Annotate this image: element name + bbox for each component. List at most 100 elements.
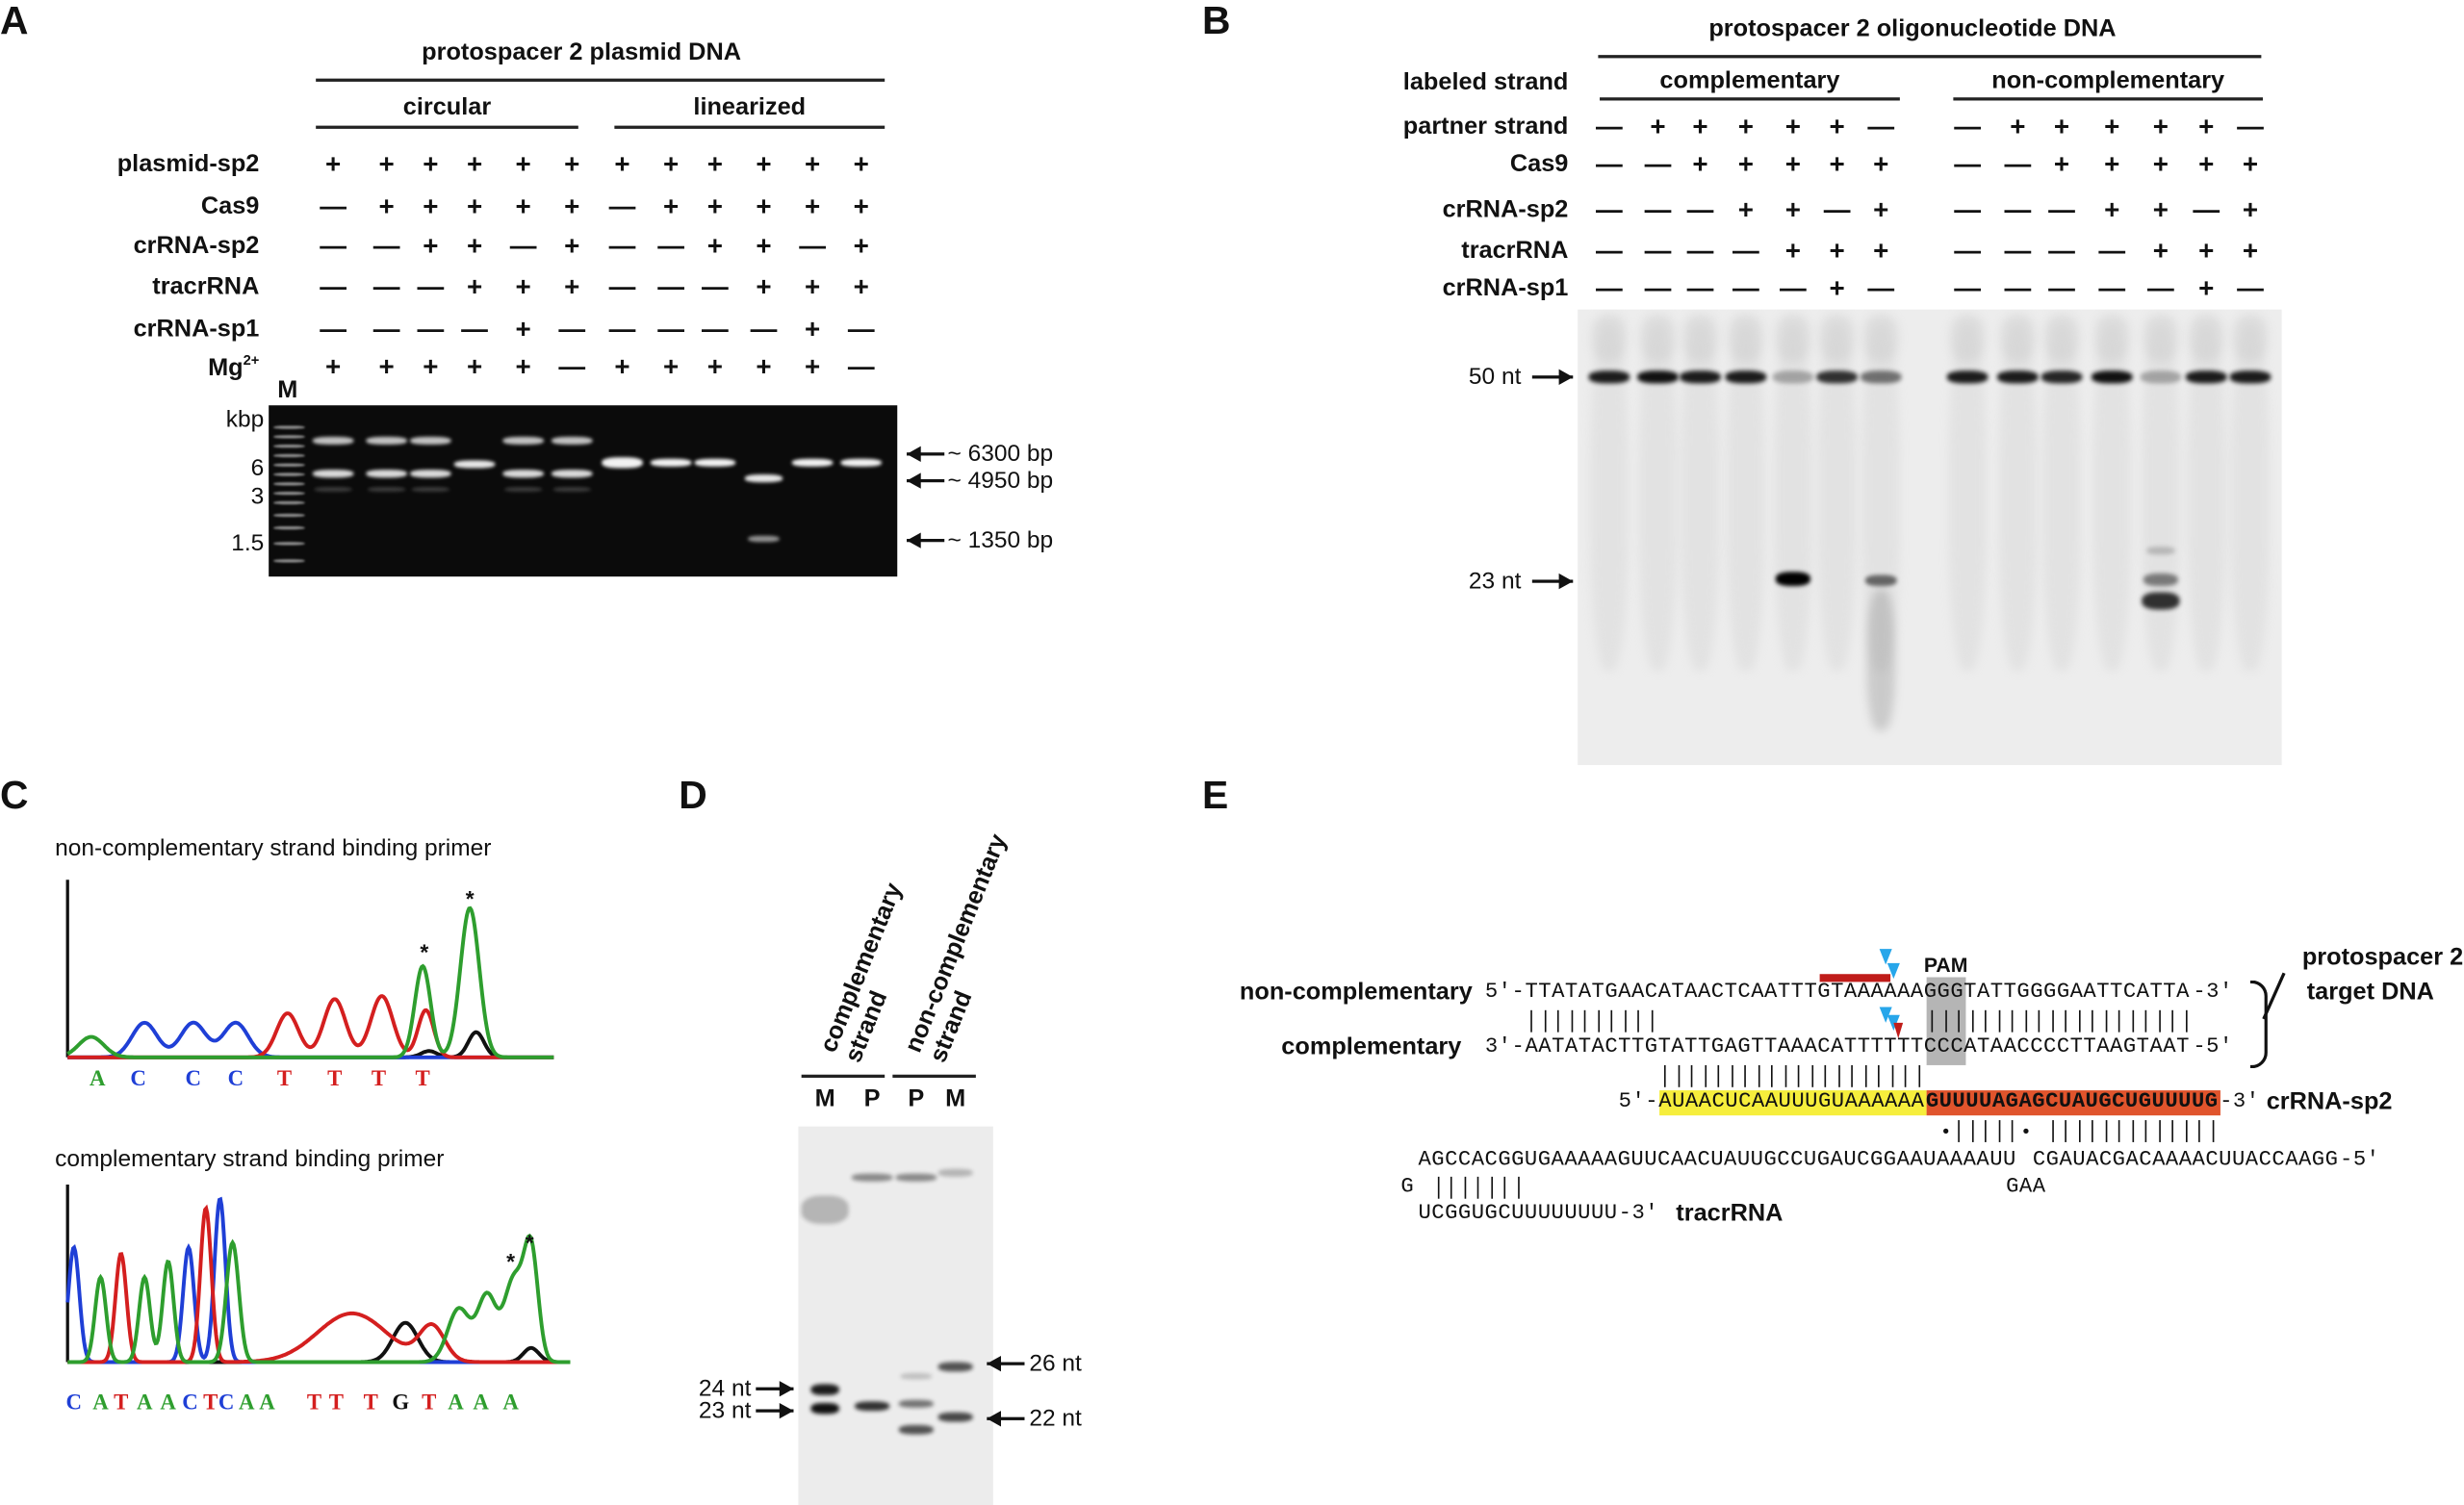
band-arrow bbox=[907, 446, 945, 462]
condition-mark: — bbox=[320, 314, 346, 344]
base-call: T bbox=[203, 1391, 218, 1416]
base-pair-bar bbox=[1637, 1009, 1640, 1033]
condition-mark: — bbox=[372, 230, 400, 262]
condition-mark: + bbox=[564, 271, 580, 302]
well-smear bbox=[1640, 314, 1676, 362]
condition-mark: + bbox=[853, 191, 869, 222]
condition-mark: + bbox=[756, 351, 772, 382]
base-pair-bar bbox=[2171, 1120, 2174, 1142]
base-pair-bar bbox=[1985, 1009, 1988, 1033]
condition-mark: + bbox=[2152, 194, 2169, 225]
base-call: G bbox=[392, 1391, 410, 1416]
condition-mark: + bbox=[466, 271, 483, 302]
condition-mark: + bbox=[466, 149, 483, 180]
band-arrow-shaft bbox=[907, 539, 945, 542]
ladder-band bbox=[273, 444, 305, 448]
condition-mark: + bbox=[2053, 149, 2070, 180]
panel-b-letter: B bbox=[1201, 0, 1231, 43]
base-pair-bar bbox=[1971, 1009, 1974, 1033]
panel-b-row-label: tracrRNA bbox=[1461, 237, 1569, 265]
base-pair-bar bbox=[1810, 1064, 1813, 1087]
row-label-text: crRNA-sp2 bbox=[133, 232, 260, 260]
condition-mark: — bbox=[657, 314, 685, 344]
condition-mark: — bbox=[657, 271, 685, 302]
base-pair-bar bbox=[1958, 1120, 1961, 1142]
well-smear bbox=[1819, 314, 1855, 362]
condition-mark: — bbox=[2237, 273, 2264, 304]
condition-mark: — bbox=[701, 271, 729, 302]
condition-mark: + bbox=[1873, 194, 1889, 225]
condition-mark: + bbox=[2198, 273, 2215, 304]
base-pair-bar bbox=[1597, 1009, 1600, 1033]
base-call: A bbox=[136, 1391, 153, 1416]
ladder-band bbox=[273, 435, 305, 439]
condition-mark: + bbox=[2152, 235, 2169, 266]
condition-mark: + bbox=[564, 149, 580, 180]
base-pair-bar bbox=[2158, 1009, 2161, 1033]
condition-mark: + bbox=[423, 191, 439, 222]
panel-c-letter: C bbox=[0, 774, 29, 818]
condition-mark: — bbox=[320, 191, 346, 222]
size-tick-label: 6 bbox=[250, 454, 265, 482]
non-complementary-sequence: -3′ bbox=[2193, 981, 2233, 1006]
condition-mark: — bbox=[1595, 273, 1623, 304]
condition-mark: + bbox=[1873, 149, 1889, 180]
supercoiled-band bbox=[366, 469, 407, 477]
condition-mark: — bbox=[608, 271, 636, 302]
condition-mark: — bbox=[1644, 235, 1672, 266]
base-call: A bbox=[92, 1391, 109, 1416]
panel-a-group-label: linearized bbox=[693, 93, 807, 121]
base-call: T bbox=[276, 1068, 293, 1092]
base-call: T bbox=[371, 1068, 387, 1092]
gel-band bbox=[937, 1412, 973, 1422]
faint-band bbox=[504, 486, 543, 492]
trace-C bbox=[67, 1020, 554, 1059]
band-50nt bbox=[1725, 370, 1767, 384]
tracrRNA-loop: GAA bbox=[2006, 1176, 2046, 1200]
band-size-label: ~ 4950 bp bbox=[947, 467, 1054, 495]
cleaved-band-4950 bbox=[744, 473, 783, 482]
condition-mark: + bbox=[614, 149, 630, 180]
base-call: C bbox=[65, 1391, 82, 1416]
base-pair-bar bbox=[1998, 1009, 2001, 1033]
size-arrow bbox=[756, 1381, 794, 1397]
spacer-highlight bbox=[1658, 1090, 1926, 1116]
band-50nt bbox=[1772, 370, 1814, 384]
condition-mark: — bbox=[461, 314, 488, 344]
condition-mark: — bbox=[1954, 149, 1981, 180]
condition-mark: — bbox=[2193, 194, 2220, 225]
base-call: A bbox=[473, 1391, 489, 1416]
well-smear bbox=[1728, 314, 1763, 362]
size-arrow-shaft bbox=[756, 1409, 794, 1413]
condition-mark: + bbox=[378, 191, 395, 222]
condition-mark: + bbox=[325, 351, 342, 382]
nicked-band bbox=[552, 436, 593, 445]
base-pair-bar bbox=[1450, 1176, 1453, 1199]
condition-mark: + bbox=[2152, 149, 2169, 180]
panel-b-row-label: Cas9 bbox=[1509, 150, 1569, 178]
size-arrow-shaft bbox=[1531, 579, 1574, 583]
row-label-text: Cas9 bbox=[200, 192, 260, 220]
well-smear bbox=[2094, 314, 2130, 362]
well-smear bbox=[2232, 314, 2268, 362]
panel-a-row-label: Cas9 bbox=[201, 193, 260, 221]
faint-band bbox=[552, 486, 591, 492]
chromatogram-title: non-complementary strand binding primer bbox=[55, 834, 492, 862]
size-arrow-shaft bbox=[1531, 375, 1574, 378]
cleavage-site-icon bbox=[1887, 962, 1901, 980]
degradation-smear bbox=[1866, 589, 1895, 731]
complementary-sequence: -5′ bbox=[2193, 1035, 2233, 1060]
panel-d-rule bbox=[801, 1074, 886, 1078]
target-label: target DNA bbox=[2306, 979, 2434, 1006]
gel-band bbox=[895, 1172, 937, 1181]
linear-band bbox=[453, 459, 496, 468]
condition-mark: + bbox=[423, 149, 439, 180]
condition-mark: + bbox=[2053, 111, 2070, 141]
base-pair-bar bbox=[1837, 1064, 1840, 1087]
base-pair-bar bbox=[2158, 1120, 2161, 1142]
trace-C bbox=[65, 1196, 571, 1365]
condition-mark: — bbox=[372, 314, 400, 344]
condition-mark: — bbox=[1823, 194, 1851, 225]
base-pair-bar bbox=[1503, 1176, 1506, 1199]
condition-mark: + bbox=[1784, 194, 1801, 225]
